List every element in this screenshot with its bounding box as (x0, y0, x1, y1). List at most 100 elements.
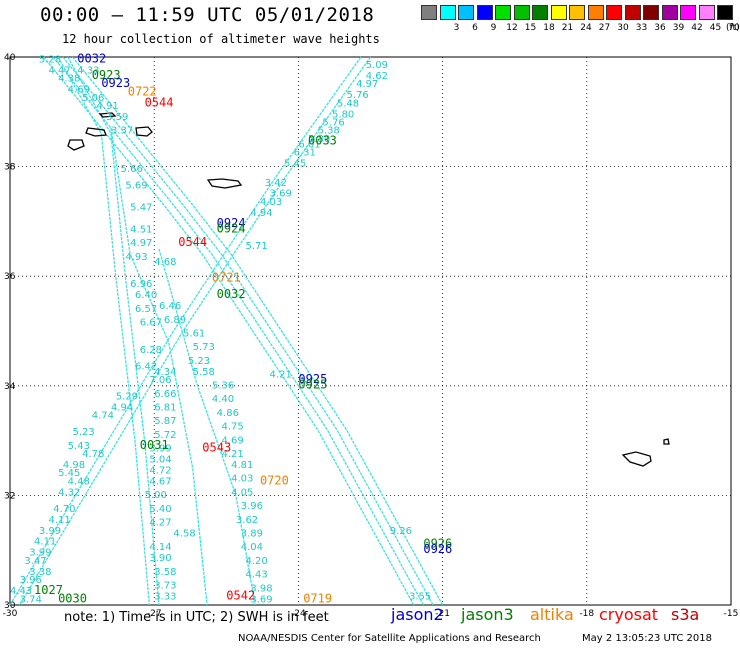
island-outline (206, 178, 243, 189)
lon-tick-label: -21 (435, 609, 450, 619)
swh-value-label: 3.42 (265, 178, 287, 189)
legend-label: 39 (672, 23, 685, 33)
island-outline (67, 139, 85, 151)
swh-value-label: 5.36 (212, 381, 234, 392)
swh-value-label: 5.47 (130, 202, 152, 213)
swh-value-label: 4.58 (173, 529, 195, 540)
satellite-track (62, 56, 434, 606)
swh-value-label: 4.48 (68, 476, 90, 487)
lon-tick-label: -18 (579, 609, 594, 619)
swh-value-label: 4.27 (149, 518, 171, 529)
swh-value-label: 6.46 (159, 301, 181, 312)
swh-value-label: 6.42 (135, 361, 157, 372)
lat-tick-label: 38 (4, 163, 16, 173)
legend-label: 18 (543, 23, 555, 33)
swh-value-label: 3.73 (154, 581, 176, 592)
swh-value-label: 6.89 (164, 315, 186, 326)
swh-value-label: 4.70 (53, 504, 75, 515)
swh-value-label: 3.58 (154, 567, 176, 578)
swh-value-label: 6.57 (135, 304, 157, 315)
legend-label: 12 (506, 23, 518, 33)
swh-value-label: 3.89 (241, 529, 263, 540)
legend-label: 15 (524, 23, 537, 33)
swh-value-label: 3.96 (241, 501, 263, 512)
legend-swatch (717, 5, 733, 20)
legend-swatch (513, 5, 530, 20)
swh-value-label: 3.37 (111, 126, 133, 137)
swh-value-label: 5.38 (318, 126, 340, 137)
satellite-track (57, 56, 151, 606)
satellite-track (67, 56, 160, 606)
swh-value-label: 5.80 (332, 109, 354, 120)
track-time-label: 0544 (145, 95, 174, 109)
legend-label: 45 (709, 23, 722, 33)
swh-value-label: 3.38 (29, 567, 51, 578)
swh-value-label: 4.32 (58, 487, 80, 498)
swh-value-label: 3.55 (409, 592, 431, 603)
chart-title: 00:00 – 11:59 UTC 05/01/2018 (40, 4, 375, 26)
lat-tick-label: 32 (4, 491, 15, 501)
satellite-name: jason3 (461, 605, 514, 624)
note-text: note: 1) Time is in UTC; 2) SWH is in fe… (64, 610, 329, 625)
satellite-track (110, 128, 208, 606)
swh-value-label: 3.98 (250, 583, 272, 594)
satellite-track (52, 56, 424, 606)
track-time-label: 0033 (308, 134, 337, 148)
legend-label: 30 (617, 23, 629, 33)
satellite-track (158, 248, 256, 606)
satellite-name: altika (530, 605, 574, 624)
legend-swatch (476, 5, 493, 20)
swh-value-label: 3.47 (24, 556, 46, 567)
track-time-label: 0542 (226, 589, 255, 603)
lon-tick-label: -15 (724, 609, 739, 619)
track-time-label: 0923 (101, 76, 130, 90)
swh-value-label: 3.62 (236, 515, 258, 526)
swh-value-label: 6.01 (298, 139, 320, 150)
swh-value-label: 4.43 (10, 586, 32, 597)
swh-value-label: 3.99 (149, 444, 171, 455)
map-frame (9, 56, 732, 606)
swh-value-label: 4.03 (231, 474, 253, 485)
track-time-label: 0032 (77, 51, 106, 65)
swh-value-label: 7.06 (149, 375, 171, 386)
swh-value-label: 5.40 (149, 504, 171, 515)
swh-value-label: 4.34 (154, 367, 176, 378)
swh-value-label: 3.59 (106, 112, 128, 123)
swh-value-label: 5.48 (337, 98, 359, 109)
swh-value-label: 5.00 (145, 490, 167, 501)
legend-swatch (698, 5, 715, 20)
swh-value-label: 4.14 (149, 542, 171, 553)
swh-value-label: 5.04 (149, 455, 171, 466)
chart-subtitle: 12 hour collection of altimeter wave hei… (62, 32, 380, 46)
island-outline (135, 126, 153, 137)
credit-text: NOAA/NESDIS Center for Satellite Applica… (238, 633, 541, 644)
swh-value-label: 5.45 (284, 159, 306, 170)
swh-value-label: 4.11 (48, 515, 70, 526)
lat-tick-label: 34 (4, 382, 16, 392)
swh-value-label: 5.06 (82, 93, 104, 104)
swh-value-label: 3.99 (39, 526, 61, 537)
swh-value-label: 5.76 (322, 118, 344, 129)
satellite-name: jason2 (391, 605, 444, 624)
track-time-label: 0721 (212, 271, 241, 285)
swh-value-label: 4.21 (221, 449, 243, 460)
swh-value-label: 4.97 (356, 79, 378, 90)
satellite-track (43, 56, 415, 606)
legend-label: 6 (472, 23, 478, 33)
satellite-track (71, 56, 444, 606)
swh-value-label: 4.05 (231, 487, 253, 498)
legend-swatch (680, 5, 696, 20)
swh-value-label: 4.68 (154, 257, 176, 268)
island-outline (621, 451, 652, 467)
swh-value-label: 3.74 (20, 594, 42, 605)
swh-value-label: 5.09 (366, 60, 388, 71)
legend-swatch (624, 5, 641, 20)
track-time-label: 0031 (140, 438, 169, 452)
track-time-label: 0923 (92, 68, 121, 82)
track-time-label: 0926 (423, 536, 452, 550)
swh-value-label: 3.33 (154, 592, 176, 603)
swh-value-label: 4.20 (246, 556, 268, 567)
swh-value-label: 4.62 (366, 71, 388, 82)
legend-swatch (439, 5, 456, 20)
legend-label: 42 (691, 23, 703, 33)
